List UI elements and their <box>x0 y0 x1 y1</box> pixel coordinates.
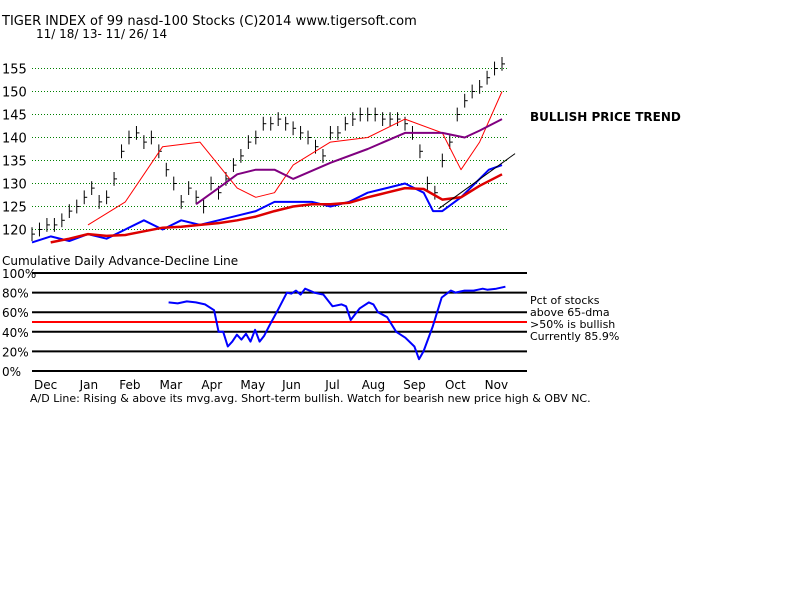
price-tick-label: 155 <box>2 63 27 78</box>
chart-title: TIGER INDEX of 99 nasd-100 Stocks (C)201… <box>1 14 417 29</box>
price-series <box>31 57 516 244</box>
ma-21-line <box>87 91 503 226</box>
month-tick-label: Nov <box>485 378 508 392</box>
month-tick-label: Jan <box>79 378 99 392</box>
month-tick-label: Jun <box>281 378 301 392</box>
pct-tick-label: 80% <box>2 287 29 301</box>
price-tick-label: 120 <box>2 224 27 239</box>
pct-legend-line: above 65-dma <box>530 306 610 319</box>
pct-tick-label: 0% <box>2 365 21 379</box>
pct-y-axis: 100% 80% 60% 40% 20% 0% <box>2 267 36 379</box>
pct-legend-line: Currently 85.9% <box>530 330 619 343</box>
ma-65-line <box>195 118 503 206</box>
pct-tick-label: 100% <box>2 267 36 281</box>
date-range: 11/ 18/ 13- 11/ 26/ 14 <box>36 27 167 41</box>
footer-note: A/D Line: Rising & above its mvg.avg. Sh… <box>30 392 591 405</box>
month-tick-label: Dec <box>34 378 57 392</box>
trendline <box>438 153 516 210</box>
price-tick-label: 150 <box>2 86 27 101</box>
pct-legend-line: >50% is bullish <box>530 318 615 331</box>
pct-tick-label: 60% <box>2 306 29 320</box>
pct-series <box>168 285 506 361</box>
price-tick-label: 135 <box>2 155 27 170</box>
pct-legend-line: Pct of stocks <box>530 294 600 307</box>
price-y-axis: 155 150 145 140 135 130 125 120 <box>2 63 27 239</box>
month-tick-label: Feb <box>119 378 140 392</box>
price-tick-label: 130 <box>2 178 27 193</box>
month-tick-label: Aug <box>362 378 385 392</box>
ad-line-caption: Cumulative Daily Advance-Decline Line <box>2 254 238 268</box>
pct-grid <box>32 272 527 372</box>
month-tick-label: Oct <box>445 378 466 392</box>
month-tick-label: Mar <box>160 378 183 392</box>
month-tick-label: Sep <box>403 378 426 392</box>
price-tick-label: 140 <box>2 132 27 147</box>
month-axis: Dec Jan Feb Mar Apr May Jun Jul Aug Sep Oct Nov <box>34 378 508 392</box>
price-tick-label: 145 <box>2 109 27 124</box>
ad-ma-line <box>50 173 503 244</box>
pct-tick-label: 20% <box>2 345 29 359</box>
ad-line <box>31 164 503 244</box>
month-tick-label: May <box>240 378 265 392</box>
bullish-trend-label: BULLISH PRICE TREND <box>530 110 681 124</box>
price-tick-label: 125 <box>2 201 27 216</box>
month-tick-label: Jul <box>324 378 339 392</box>
price-grid <box>32 68 507 230</box>
pct-above-65dma-line <box>168 285 506 361</box>
month-tick-label: Apr <box>201 378 222 392</box>
pct-tick-label: 40% <box>2 326 29 340</box>
